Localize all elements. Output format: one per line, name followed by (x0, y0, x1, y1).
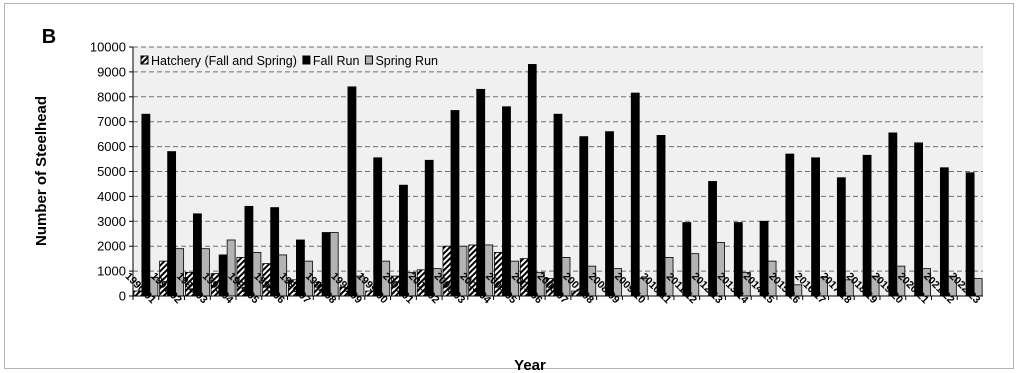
y-tick-label: 6000 (97, 139, 126, 154)
fall-run-bar (450, 110, 460, 297)
fall-run-bar (630, 92, 640, 297)
legend-swatch-spring-run (364, 55, 373, 65)
y-tick-label: 9000 (97, 64, 126, 79)
fall-run-bar (811, 157, 820, 297)
legend-label-spring-run: Spring Run (375, 54, 438, 68)
fall-run-bar (476, 88, 486, 297)
fall-run-bar (553, 113, 563, 297)
legend-label-hatchery: Hatchery (Fall and Spring) (151, 54, 297, 68)
fall-run-bar (656, 134, 666, 297)
fall-run-bar (785, 153, 795, 297)
fall-run-bar (399, 184, 408, 297)
fall-run-bar (373, 157, 383, 297)
y-tick-label: 0 (119, 289, 126, 304)
y-axis-title: Number of Steelhead (33, 96, 50, 246)
legend-swatch-hatchery (140, 55, 149, 65)
y-tick-label: 7000 (97, 114, 126, 129)
figure-frame (4, 3, 1014, 369)
y-tick-label: 2000 (97, 239, 126, 254)
fall-run-bar (965, 172, 975, 297)
y-tick-label: 10000 (90, 40, 126, 55)
fall-run-bar (502, 106, 511, 297)
fall-run-bar (579, 136, 589, 297)
fall-run-bar (914, 142, 924, 297)
spring-run-bar (226, 239, 236, 297)
fall-run-bar (862, 154, 872, 297)
panel-label: B (33, 25, 65, 49)
fall-run-bar (605, 131, 614, 297)
legend-label-fall-run: Fall Run (313, 54, 360, 68)
fall-run-bar (939, 167, 949, 297)
legend-swatch-fall-run (302, 55, 311, 65)
fall-run-bar (527, 64, 537, 297)
y-tick-label: 3000 (97, 214, 126, 229)
y-tick-label: 1000 (97, 264, 126, 279)
fall-run-bar (167, 151, 177, 297)
fall-run-bar (347, 86, 357, 297)
y-tick-label: 4000 (97, 189, 126, 204)
fall-run-bar (141, 113, 151, 297)
x-axis-title: Year (514, 357, 546, 373)
y-tick-label: 8000 (97, 89, 126, 104)
y-tick-label: 5000 (97, 164, 126, 179)
fall-run-bar (424, 159, 434, 297)
fall-run-bar (888, 132, 898, 297)
legend: Hatchery (Fall and Spring) Fall Run Spri… (136, 50, 528, 70)
legend-background (136, 50, 528, 70)
